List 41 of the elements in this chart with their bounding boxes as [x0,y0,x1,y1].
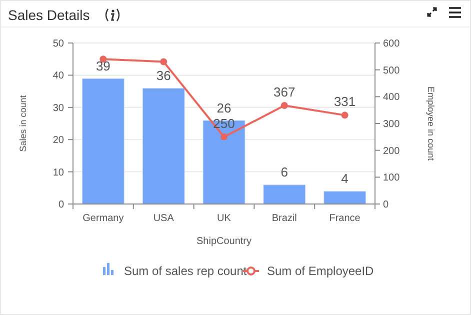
x-axis-title: ShipCountry [196,236,252,247]
x-tick-label: USA [153,213,174,224]
y2-tick-label: 500 [383,65,400,76]
data-label: 36 [156,68,171,84]
point [280,102,288,110]
y2-tick-label: 200 [383,146,400,157]
y-tick-label: 50 [52,38,64,50]
legend-label: Sum of sales rep count [124,264,248,278]
bar [262,184,306,204]
point [160,58,168,66]
y-axis-title: Sales in count [18,94,28,152]
y-tick-label: 20 [52,135,64,146]
y-tick-label: 40 [52,70,64,82]
bar [82,78,125,204]
data-label: 26 [216,100,232,116]
data-label: 39 [96,58,110,74]
data-label: 331 [334,94,356,110]
bar [323,190,366,204]
bar [142,88,186,204]
x-tick-label: France [329,213,361,224]
x-tick-label: UK [217,213,232,224]
chart-title: Sales Details [8,7,90,23]
y2-tick-label: 600 [383,38,400,50]
point [220,133,228,140]
bar [202,120,246,204]
y-tick-label: 30 [52,102,64,114]
legend-label: Sum of EmployeeID [267,264,374,278]
y2-tick-label: 100 [383,172,400,184]
x-tick-label: Brazil [272,213,297,224]
y2-tick-label: 0 [383,200,389,210]
y-tick-label: 10 [52,167,64,178]
y-tick-label: 0 [58,200,64,210]
y2-tick-label: 400 [383,92,400,104]
data-label: 250 [213,116,235,131]
data-label: 367 [274,84,296,100]
y2-tick-label: 300 [383,119,400,130]
data-label: 6 [280,164,288,180]
y2-axis-title: Employee in count [426,86,436,162]
point [341,112,348,119]
x-tick-label: Germany [82,213,124,224]
data-label: 4 [341,171,348,186]
